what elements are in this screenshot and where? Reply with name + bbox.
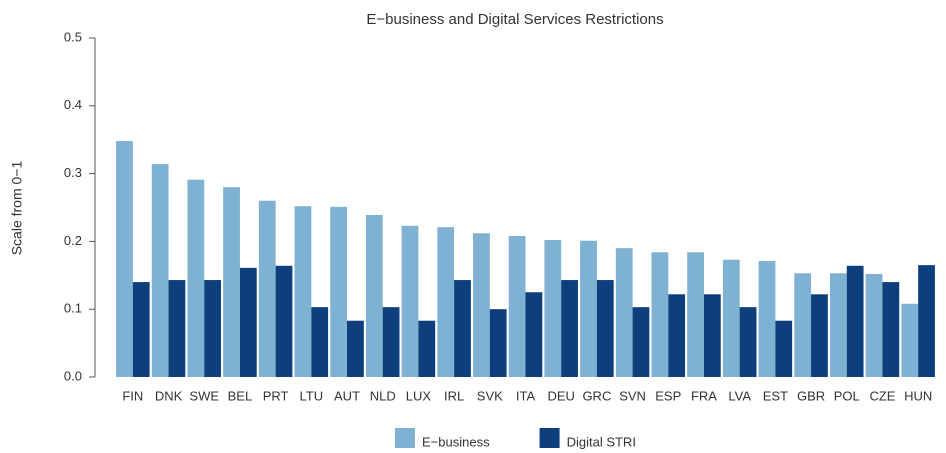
bar (116, 141, 133, 377)
bar (187, 179, 205, 377)
x-tick-label: POL (834, 388, 860, 403)
x-tick-label: PRT (263, 388, 289, 403)
bar (365, 214, 383, 377)
x-tick-label: SVK (477, 388, 503, 403)
bar (330, 206, 348, 377)
bar (615, 248, 633, 377)
bar (311, 307, 329, 377)
x-tick-label: ESP (655, 388, 681, 403)
bar (668, 294, 686, 377)
x-tick-label: FIN (122, 388, 143, 403)
x-tick-label: DEU (547, 388, 574, 403)
bar (525, 292, 543, 377)
bar (651, 252, 669, 377)
y-tick-label: 0.0 (64, 368, 82, 383)
x-tick-label: DNK (155, 388, 183, 403)
bar (846, 265, 864, 377)
x-tick-label: ITA (516, 388, 536, 403)
y-tick-label: 0.3 (64, 165, 82, 180)
bar (703, 294, 721, 377)
x-tick-label: BEL (228, 388, 253, 403)
x-tick-label: IRL (444, 388, 464, 403)
x-tick-label: NLD (370, 388, 396, 403)
bar (204, 280, 222, 377)
x-tick-label: GRC (582, 388, 611, 403)
legend-swatch (539, 428, 560, 448)
x-tick-label: HUN (904, 388, 932, 403)
bar (544, 240, 562, 377)
y-tick-label: 0.1 (64, 301, 82, 316)
y-tick-label: 0.4 (64, 97, 82, 112)
bar (401, 225, 419, 377)
bar (223, 187, 240, 377)
bar (580, 240, 597, 377)
bar (151, 164, 169, 377)
bar (508, 235, 526, 377)
bar (811, 294, 828, 377)
x-tick-label: LUX (406, 388, 432, 403)
y-axis-label: Scale from 0−1 (9, 161, 25, 256)
bar (775, 320, 793, 377)
bar (132, 282, 150, 377)
bar (561, 280, 578, 377)
bar (687, 252, 704, 377)
bar (347, 320, 364, 377)
bar (865, 273, 883, 377)
bar (473, 233, 490, 377)
x-tick-label: FRA (691, 388, 717, 403)
bar (418, 320, 436, 377)
bar (489, 309, 507, 377)
bar (829, 273, 847, 377)
x-tick-label: EST (763, 388, 788, 403)
x-tick-label: SVN (619, 388, 646, 403)
bar (882, 282, 900, 377)
bar (739, 307, 757, 377)
chart-title: E−business and Digital Services Restrict… (366, 11, 663, 28)
y-tick-label: 0.5 (64, 29, 82, 44)
bar (901, 303, 919, 377)
legend-label: Digital STRI (567, 434, 636, 449)
bar (596, 280, 614, 377)
bar (794, 273, 812, 377)
bar (918, 265, 935, 377)
x-tick-label: LTU (300, 388, 324, 403)
bar (437, 227, 455, 377)
y-tick-label: 0.2 (64, 233, 82, 248)
x-tick-label: CZE (869, 388, 895, 403)
x-tick-label: SWE (189, 388, 219, 403)
bar (258, 200, 276, 377)
legend-swatch (395, 428, 415, 448)
bar (382, 307, 400, 377)
legend-label: E−business (422, 434, 490, 449)
bar (454, 280, 471, 377)
bar (632, 307, 650, 377)
bar (758, 261, 776, 377)
x-tick-label: AUT (334, 388, 360, 403)
bar (275, 265, 293, 377)
bar (294, 206, 312, 377)
bar (722, 259, 740, 377)
x-tick-label: GBR (797, 388, 825, 403)
bar (168, 280, 186, 377)
bar (239, 267, 257, 377)
x-tick-label: LVA (728, 388, 751, 403)
